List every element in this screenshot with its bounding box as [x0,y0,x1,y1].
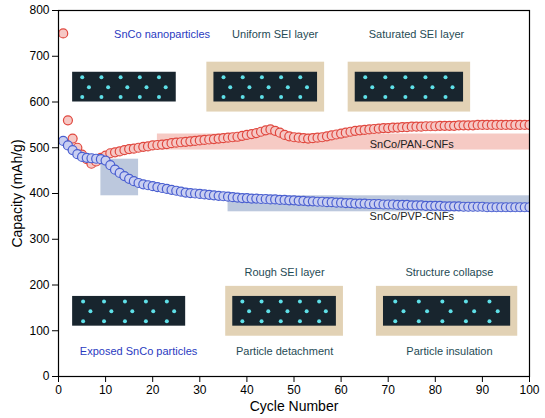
svg-text:40: 40 [240,383,254,397]
svg-text:500: 500 [29,141,49,155]
svg-text:Particle detachment: Particle detachment [236,345,333,357]
svg-text:50: 50 [287,383,301,397]
svg-text:70: 70 [382,383,396,397]
svg-text:300: 300 [29,232,49,246]
svg-text:10: 10 [99,383,113,397]
svg-text:Saturated SEI layer: Saturated SEI layer [369,28,465,40]
svg-text:SnCo nanoparticles: SnCo nanoparticles [114,28,211,40]
svg-text:400: 400 [29,186,49,200]
svg-text:Capacity (mAh/g): Capacity (mAh/g) [9,139,25,247]
svg-text:0: 0 [55,383,62,397]
svg-text:Rough SEI layer: Rough SEI layer [245,266,325,278]
svg-text:80: 80 [429,383,443,397]
svg-text:Structure collapse: Structure collapse [405,266,493,278]
svg-text:Particle insulation: Particle insulation [406,345,492,357]
svg-text:60: 60 [334,383,348,397]
svg-text:Uniform SEI layer: Uniform SEI layer [232,28,319,40]
svg-text:20: 20 [146,383,160,397]
svg-text:90: 90 [476,383,490,397]
svg-text:200: 200 [29,278,49,292]
svg-text:Exposed SnCo particles: Exposed SnCo particles [80,345,198,357]
svg-text:800: 800 [29,3,49,17]
svg-text:Cycle Number: Cycle Number [250,398,339,414]
svg-text:100: 100 [519,383,539,397]
svg-text:100: 100 [29,324,49,338]
svg-text:700: 700 [29,49,49,63]
svg-text:SnCo/PAN-CNFs: SnCo/PAN-CNFs [370,138,455,150]
svg-text:0: 0 [43,369,50,383]
svg-text:SnCo/PVP-CNFs: SnCo/PVP-CNFs [370,210,455,222]
svg-text:600: 600 [29,95,49,109]
svg-text:30: 30 [193,383,207,397]
